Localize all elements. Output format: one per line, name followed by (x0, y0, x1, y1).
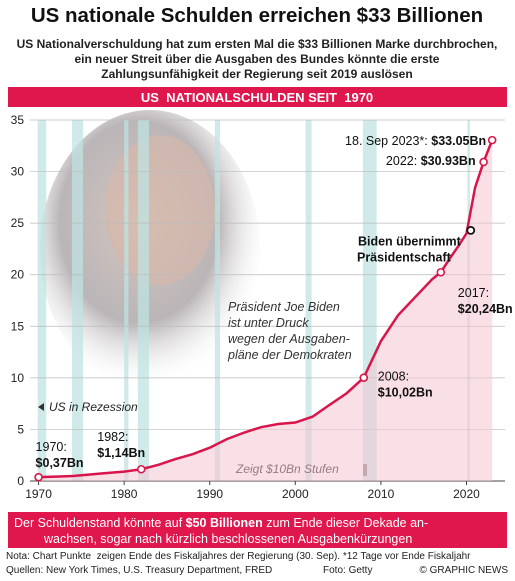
biden-label: Biden übernimmt (358, 234, 462, 248)
subtitle: ein neuer Streit über die Ausgaben des B… (75, 52, 440, 66)
footer-text: Der Schuldenstand könnte auf $50 Billion… (14, 516, 428, 530)
value-label: $1,14Bn (97, 446, 145, 460)
point-label: 18. Sep 2023*: (345, 134, 428, 148)
recession-band (137, 120, 149, 481)
recession-band (71, 120, 84, 481)
y-tick-label: 20 (11, 268, 25, 282)
plot: 0 5 10 15 20 25 30 35 1970 1980 1990 2000 2010 2020 US… (11, 110, 513, 501)
subtitle: US Nationalverschuldung hat zum ersten M… (17, 37, 498, 51)
data-point (487, 135, 497, 145)
point-label: 1982: (97, 430, 128, 444)
recession-label: US in Rezession (49, 400, 138, 414)
recession-band (124, 120, 129, 481)
value-label: $30.93Bn (421, 154, 476, 168)
data-point (136, 464, 146, 474)
note: Quellen: New York Times, U.S. Treasury D… (6, 565, 272, 576)
y-tick-label: 0 (17, 474, 24, 488)
y-tick-label: 35 (11, 113, 25, 127)
copyright: © GRAPHIC NEWS (420, 565, 509, 576)
subtitle: Zahlungsunfähigkeit der Regierung seit 2… (101, 67, 412, 81)
point-label-group: 18. Sep 2023*: $33.05Bn (345, 134, 486, 148)
photo-caption: pläne der Demokraten (227, 348, 352, 362)
point-label: 2008: (378, 370, 409, 384)
biden-label: Präsidentschaft (357, 250, 452, 264)
biden-marker (466, 225, 476, 235)
footer-part: zum Ende dieser Dekade an- (263, 516, 428, 530)
value-label: $33.05Bn (431, 134, 486, 148)
value-label: $10,02Bn (378, 386, 433, 400)
recession-band (214, 120, 220, 481)
line (38, 139, 494, 479)
y-tick-label: 30 (11, 165, 25, 179)
photo-caption: Präsident Joe Biden (228, 300, 340, 314)
point-label: 1970: (36, 440, 67, 454)
point-label-group: 2022: $30.93Bn (386, 154, 476, 168)
x-tick-label: 1980 (111, 487, 138, 501)
photo-caption: wegen der Ausgaben- (228, 332, 350, 346)
x-tick-label: 1990 (196, 487, 223, 501)
y-tick-label: 5 (17, 422, 24, 436)
footer-text: wachsen, sogar nach kürzlich beschlossen… (43, 532, 412, 546)
point-label: 2017: (458, 286, 489, 300)
y-tick-label: 15 (11, 319, 25, 333)
recession-band (37, 120, 47, 481)
footer-part: Der Schuldenstand könnte auf (14, 516, 186, 530)
x-tick-label: 2020 (453, 487, 480, 501)
x-tick-label: 1970 (25, 487, 52, 501)
point-label: 2022: (386, 154, 417, 168)
x-tick-label: 2010 (368, 487, 395, 501)
photo-face (105, 135, 215, 285)
y-tick-label: 10 (11, 371, 25, 385)
data-point (479, 157, 488, 167)
y-tick-label: 25 (11, 216, 25, 230)
photo-caption: ist unter Druck (228, 316, 309, 330)
note: Nota: Chart Punkte zeigen Ende des Fiska… (6, 551, 471, 562)
recession-arrow (38, 403, 44, 411)
photo-credit: Foto: Getty (323, 565, 372, 576)
title: US nationale Schulden erreichen $33 Bill… (31, 4, 483, 27)
footer-bg (8, 512, 507, 548)
value-label: $0,37Bn (36, 456, 84, 470)
footer-part: $50 Billionen (186, 516, 263, 530)
banner-bg (8, 87, 507, 107)
x-tick-label: 2000 (282, 487, 309, 501)
data-point (359, 373, 369, 382)
banner: US NATIONALSCHULDEN SEIT 1970 (141, 90, 373, 105)
value-label: $20,24Bn (458, 302, 513, 316)
area (38, 140, 493, 481)
data-point (436, 267, 446, 277)
data-point (34, 472, 43, 482)
recession-band (305, 120, 312, 481)
